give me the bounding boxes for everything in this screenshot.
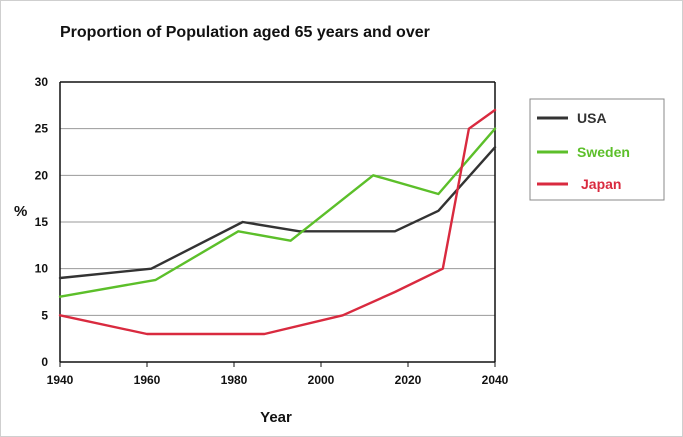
y-tick-label: 15 bbox=[35, 215, 49, 229]
y-tick-labels: 0 5 10 15 20 25 30 bbox=[35, 75, 49, 369]
series-lines bbox=[58, 108, 497, 336]
x-axis-label: Year bbox=[260, 409, 292, 426]
y-tick-label: 0 bbox=[41, 355, 48, 369]
x-tick-labels: 1940 1960 1980 2000 2020 2040 bbox=[47, 362, 509, 387]
grid-lines bbox=[60, 81, 495, 316]
x-tick-label: 1940 bbox=[47, 373, 74, 387]
y-tick-label: 30 bbox=[35, 75, 49, 89]
y-tick-label: 20 bbox=[35, 168, 49, 182]
y-tick-label: 25 bbox=[35, 122, 49, 136]
legend-label-sweden: Sweden bbox=[577, 144, 630, 160]
legend-label-japan: Japan bbox=[581, 176, 621, 192]
series-line-sweden bbox=[58, 127, 497, 298]
chart-title: Proportion of Population aged 65 years a… bbox=[60, 24, 430, 41]
series-line-japan bbox=[58, 108, 497, 336]
x-tick-label: 1980 bbox=[221, 373, 248, 387]
x-tick-label: 2000 bbox=[308, 373, 335, 387]
y-axis-label: % bbox=[14, 203, 27, 220]
legend-label-usa: USA bbox=[577, 110, 607, 126]
x-tick-label: 2020 bbox=[395, 373, 422, 387]
series-line-usa bbox=[58, 146, 497, 280]
x-tick-label: 1960 bbox=[134, 373, 161, 387]
legend: USA Sweden Japan bbox=[529, 98, 665, 201]
y-tick-label: 10 bbox=[35, 262, 49, 276]
y-tick-label: 5 bbox=[41, 308, 48, 322]
x-tick-label: 2040 bbox=[482, 373, 509, 387]
